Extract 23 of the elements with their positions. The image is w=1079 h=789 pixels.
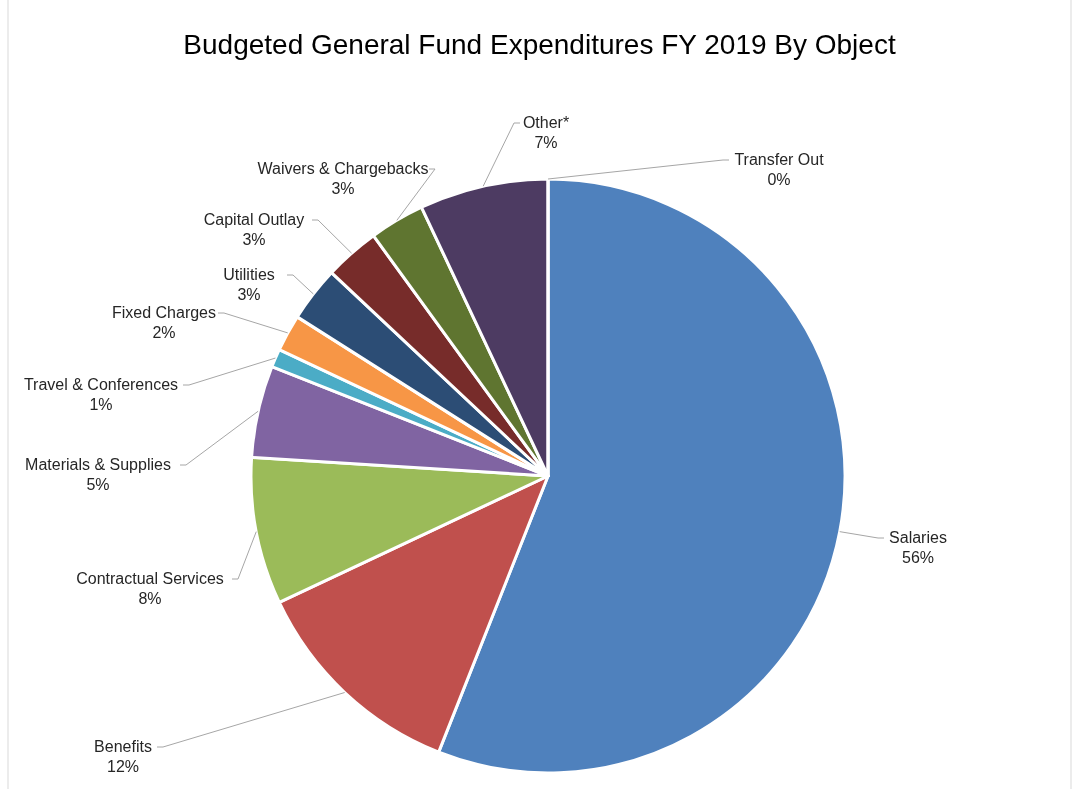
slice-label: Other*	[522, 114, 570, 131]
data-label: 5%	[86, 476, 110, 493]
slice-label: Capital Outlay	[203, 211, 305, 228]
data-label: 2%	[152, 324, 176, 341]
data-label: 3%	[242, 231, 266, 248]
slice-label: Contractual Services	[76, 570, 224, 587]
chart-title: Budgeted General Fund Expenditures FY 2019 By Object	[183, 29, 896, 60]
slice-label: Salaries	[889, 529, 947, 546]
slice-label: Waivers & Chargebacks	[257, 160, 429, 177]
data-label: 56%	[901, 549, 935, 566]
data-label: 1%	[89, 396, 113, 413]
data-label: 3%	[331, 180, 355, 197]
data-label: 12%	[106, 758, 140, 775]
text: 0%	[767, 171, 791, 188]
slice-label: Fixed Charges	[111, 304, 217, 321]
category-label: Transfer Out	[734, 151, 824, 168]
slice-label: Travel & Conferences	[23, 376, 179, 393]
data-label: 7%	[534, 134, 558, 151]
data-label: 3%	[237, 286, 261, 303]
slice-label: Utilities	[223, 266, 275, 283]
slice-label: Materials & Supplies	[25, 456, 171, 473]
slice-label: Benefits	[94, 738, 152, 755]
data-label: 8%	[138, 590, 162, 607]
